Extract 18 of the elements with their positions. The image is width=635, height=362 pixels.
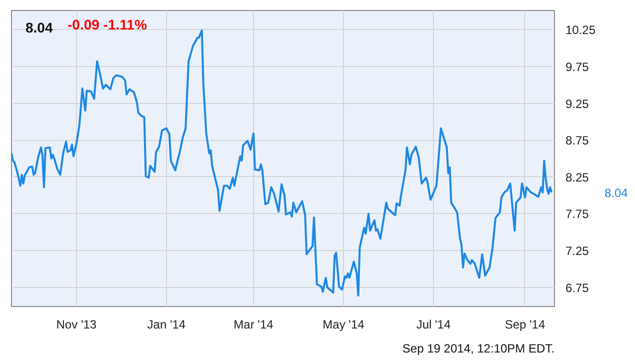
x-tick-label: Mar '14 [234, 318, 274, 332]
y-tick-label: 9.25 [566, 96, 590, 111]
y-tick-label: 6.75 [566, 280, 590, 295]
chart-subtitle: -0.09 -1.11% [68, 16, 148, 32]
y-tick-label: 7.25 [566, 244, 590, 258]
text: Sep 19 2014, 12:10PM EDT. [402, 342, 555, 356]
x-tick-label: Jul '14 [416, 318, 451, 332]
y-tick-label: 9.75 [566, 60, 590, 74]
text: 8.04 [26, 20, 53, 36]
y-tick-label: 8.25 [566, 170, 590, 184]
x-tick-label: Nov '13 [56, 318, 97, 332]
x-tick-label: Jan '14 [147, 318, 186, 332]
x-tick-label: Sep '14 [504, 318, 546, 332]
x-tick-label: May '14 [322, 318, 365, 332]
y-tick-label: 8.75 [566, 134, 590, 148]
y-tick-label: 10.25 [566, 23, 596, 38]
text: 8.04 [604, 186, 628, 200]
y-tick-label: 7.75 [566, 207, 590, 222]
